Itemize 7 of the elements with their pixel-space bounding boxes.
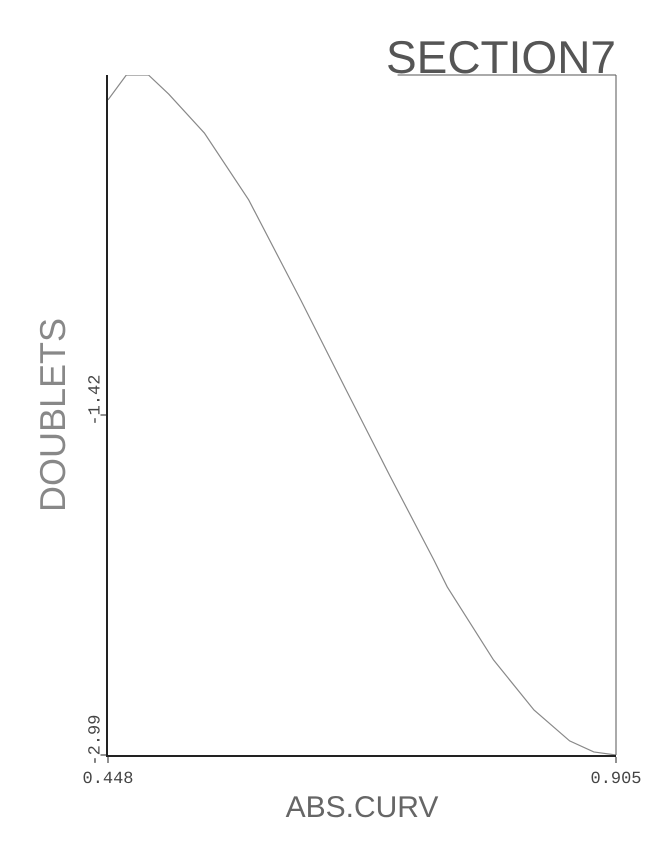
- x-tick-label: 0.905: [590, 770, 642, 790]
- x-tick-label: 0.448: [82, 770, 134, 790]
- y-axis-title: DOUBLETS: [32, 318, 73, 512]
- chart-title: SECTION7: [386, 31, 616, 83]
- y-tick-label: -2.99: [86, 714, 106, 766]
- y-tick-label: -1.42: [86, 374, 106, 426]
- x-axis-title: ABS.CURV: [286, 791, 438, 824]
